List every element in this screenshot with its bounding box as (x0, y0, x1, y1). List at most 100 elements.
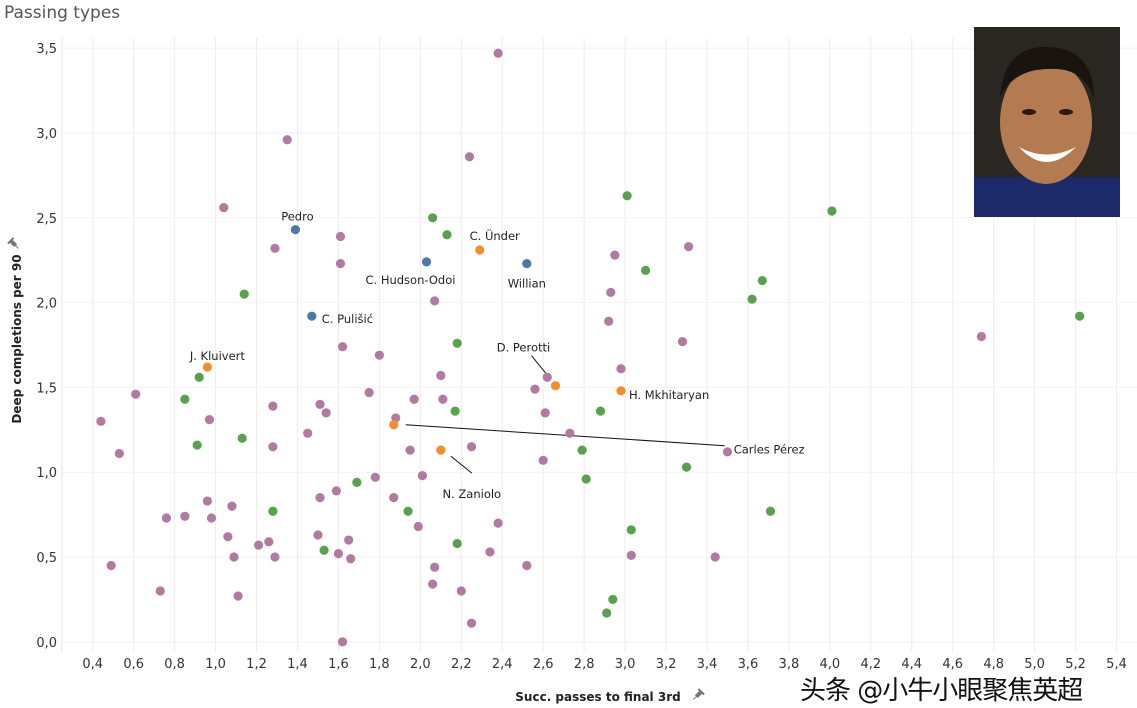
y-tick-label: 2,0 (36, 297, 57, 312)
other-point (268, 401, 278, 411)
tick-labels: 0,4 0,6 0,8 1,0 1,2 1,4 1,6 1,8 2,0 2,2 2,4 2,6 2,8 3… (36, 42, 1127, 672)
x-tick-label: 4,4 (901, 657, 922, 672)
other-point (430, 562, 440, 572)
other-point (540, 408, 550, 418)
y-pin-icon[interactable] (7, 237, 21, 251)
other-point (131, 389, 141, 399)
other-point (626, 550, 636, 560)
player-label: C. Ünder (470, 227, 520, 243)
green-point (403, 506, 413, 516)
green-point (595, 406, 606, 416)
green-point (194, 372, 204, 382)
green-point (827, 206, 837, 216)
x-tick-label: 5,2 (1065, 657, 1086, 672)
other-point (180, 511, 190, 521)
green-point (757, 275, 767, 286)
green-point (452, 538, 462, 549)
green-point (602, 608, 612, 618)
x-tick-label: 5,0 (1024, 657, 1045, 672)
orange-point (389, 420, 399, 430)
other-point (96, 416, 106, 426)
orange-point (550, 381, 561, 391)
y-tick-label: 0,0 (36, 636, 57, 651)
green-point (180, 394, 190, 404)
x-tick-label: 4,2 (860, 657, 881, 672)
other-point (161, 513, 172, 523)
other-point (202, 496, 212, 506)
x-tick-label: 0,6 (123, 657, 144, 672)
player-label: J. Kluivert (189, 349, 246, 363)
other-point (466, 442, 477, 452)
other-point (464, 152, 475, 162)
green-point (319, 545, 329, 555)
point-labels: Pedro C. Hudson-Odoi Willian C. Pulišić C. Ü… (189, 210, 805, 501)
orange-point (436, 445, 446, 455)
other-point (315, 493, 325, 503)
green-point (640, 265, 651, 275)
other-point (313, 530, 323, 540)
other-point (335, 258, 346, 269)
player-label: D. Perotti (497, 341, 551, 355)
watermark: 头条 @小牛小眼聚焦英超 (800, 676, 1083, 706)
y-tick-label: 3,5 (36, 42, 57, 57)
green-point (622, 191, 632, 201)
other-point (522, 560, 532, 571)
x-tick-label: 4,0 (820, 657, 841, 672)
x-tick-label: 1,4 (287, 657, 308, 672)
x-axis-label: Succ. passes to final 3rd (515, 690, 680, 704)
blue-point (522, 258, 532, 269)
other-point (710, 552, 720, 562)
leader-line (405, 424, 725, 447)
blue-point (421, 257, 432, 267)
other-point (315, 399, 325, 409)
other-point (219, 203, 229, 213)
other-point (677, 337, 688, 347)
other-point (409, 394, 419, 404)
other-point (430, 296, 440, 306)
green-point (352, 477, 362, 487)
player-label: C. Hudson-Odoi (365, 273, 455, 287)
green-point (237, 433, 247, 443)
y-axis-label: Deep completions per 90 (10, 254, 24, 423)
other-point (413, 521, 423, 532)
other-point (389, 493, 399, 503)
orange-point (202, 362, 212, 372)
other-point (436, 370, 446, 381)
green-point (428, 213, 438, 223)
y-tick-label: 0,5 (36, 551, 57, 566)
other-point (335, 231, 346, 242)
other-point (538, 455, 548, 465)
orange-point (616, 386, 626, 396)
x-tick-label: 0,4 (82, 657, 103, 672)
green-point (1075, 311, 1085, 321)
x-tick-label: 2,4 (492, 657, 513, 672)
other-point (337, 637, 348, 647)
other-point (282, 135, 292, 145)
player-photo (974, 27, 1120, 217)
x-tick-label: 2,8 (574, 657, 595, 672)
other-point (374, 350, 384, 360)
y-tick-label: 3,0 (36, 127, 57, 142)
other-point (683, 242, 694, 252)
green-point (577, 445, 587, 455)
player-label: H. Mkhitaryan (629, 388, 709, 402)
other-point (466, 618, 477, 628)
x-tick-label: 4,6 (942, 657, 963, 672)
other-point (485, 547, 495, 557)
green-point (268, 506, 278, 516)
other-point (428, 579, 438, 589)
other-point (229, 552, 239, 562)
other-point (405, 445, 415, 455)
player-label: Willian (508, 277, 546, 291)
other-point (270, 552, 280, 562)
player-label: Pedro (281, 210, 313, 224)
other-point (346, 554, 356, 564)
green-point (239, 289, 249, 299)
other-point (227, 501, 237, 511)
other-point (233, 591, 243, 601)
x-pin-icon[interactable] (691, 688, 705, 702)
gridlines (61, 38, 1137, 652)
x-tick-label: 2,6 (533, 657, 554, 672)
green-point (747, 294, 757, 304)
green-point (581, 474, 591, 484)
